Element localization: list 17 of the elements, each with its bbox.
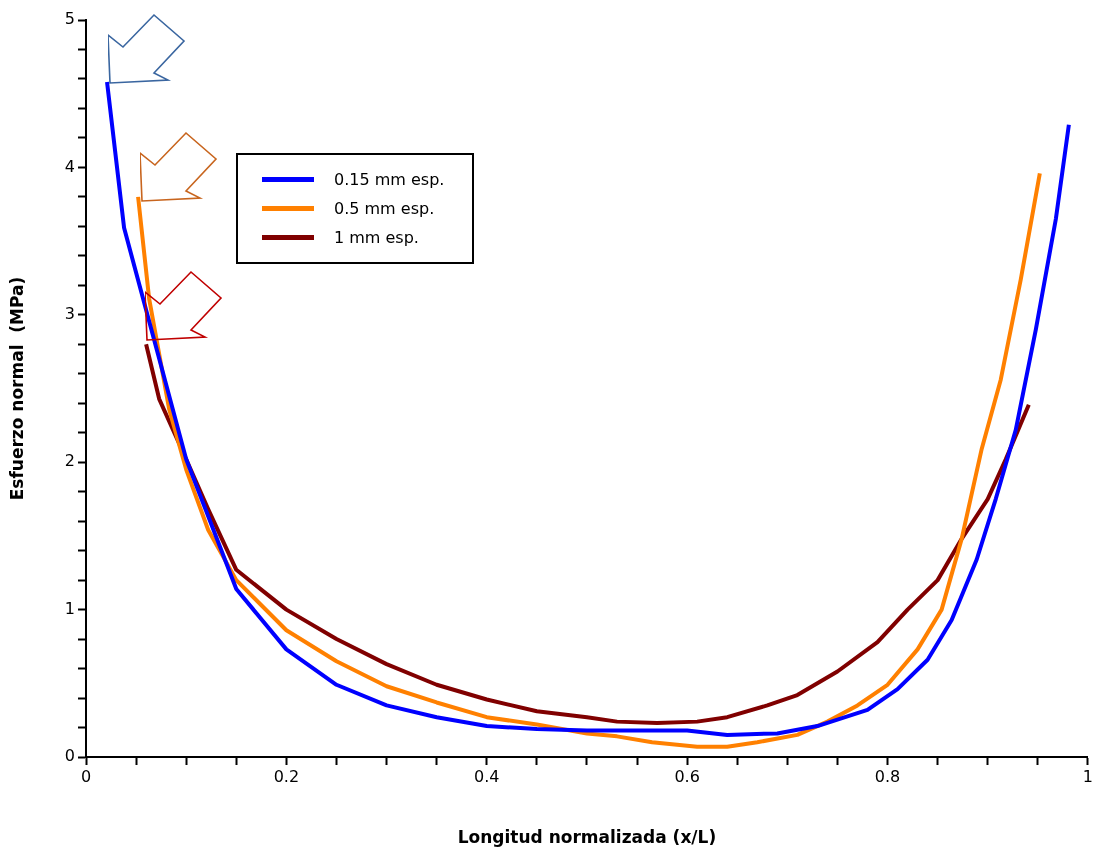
- x-tick-label: 0.8: [874, 766, 901, 786]
- x-tick-label: 0: [80, 766, 92, 786]
- legend-label: 0.15 mm esp.: [334, 169, 445, 191]
- x-axis-title: Longitud normalizada (x/L): [457, 827, 717, 848]
- x-tick-label: 0.6: [674, 766, 700, 786]
- y-tick-label: 1: [64, 598, 75, 618]
- x-tick-label: 1: [1082, 766, 1093, 786]
- x-tick-label: 0.4: [474, 766, 500, 786]
- y-tick-label: 5: [64, 9, 75, 29]
- y-tick-label: 3: [64, 303, 75, 323]
- x-tick-label: 0.2: [273, 766, 300, 786]
- y-tick-label: 0: [64, 746, 75, 766]
- legend-label: 1 mm esp.: [334, 227, 419, 249]
- legend-label: 0.5 mm esp.: [334, 198, 435, 220]
- y-tick-label: 4: [64, 156, 75, 176]
- y-axis-title: Esfuerzo normal (MPa): [6, 276, 27, 501]
- y-tick-label: 2: [64, 451, 75, 471]
